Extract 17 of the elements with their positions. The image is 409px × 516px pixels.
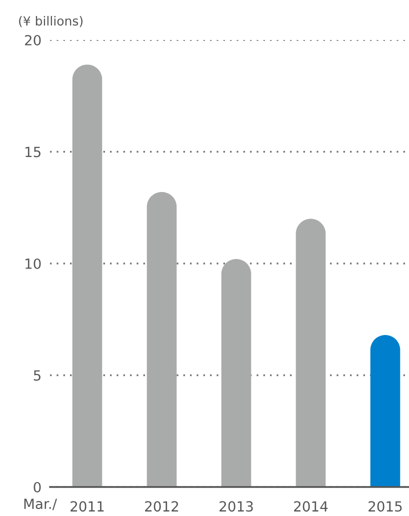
y-tick-label: 20: [25, 34, 41, 46]
x-tick-label: 2014: [294, 501, 328, 512]
bar: [221, 259, 252, 487]
y-tick-label: 5: [34, 370, 40, 381]
bar: [296, 218, 326, 487]
x-tick-label: 2013: [220, 501, 253, 512]
bar: [72, 64, 102, 487]
y-tick-label: 10: [26, 258, 41, 269]
y-tick-label: 15: [26, 146, 40, 158]
x-tick-label: 2015: [368, 501, 402, 512]
x-tick-label: 2012: [145, 501, 178, 512]
y-tick-label: 0: [34, 482, 41, 492]
y-axis-title: (¥ billions): [19, 16, 83, 28]
x-axis-title: Mar./: [24, 498, 58, 510]
bar: [370, 335, 400, 487]
bar: [146, 192, 177, 487]
x-tick-label: 2011: [70, 501, 104, 512]
